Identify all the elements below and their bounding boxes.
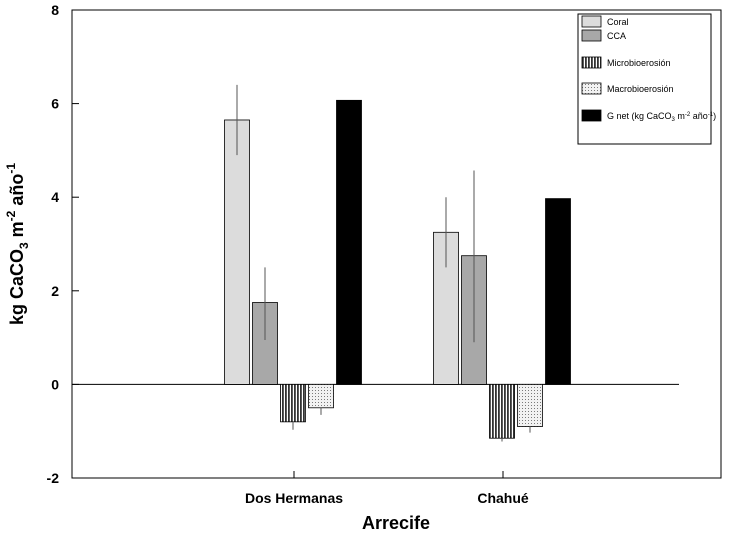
x-tick-label: Chahué xyxy=(477,490,529,506)
y-title-sup: -2 xyxy=(4,210,18,221)
y-tick-label: 8 xyxy=(51,2,59,18)
legend-label-part: ) xyxy=(713,111,716,121)
legend-label-part: G net (kg CaCO xyxy=(607,111,672,121)
y-title-main: kg CaCO xyxy=(7,249,27,325)
legend-label-part: -1 xyxy=(708,112,714,118)
x-axis: Dos Hermanas Chahué xyxy=(245,471,529,506)
legend-label-part: Macrobioerosión xyxy=(607,84,674,94)
legend-swatch xyxy=(581,56,602,69)
error-bars xyxy=(236,84,531,442)
legend-swatch xyxy=(581,29,602,42)
bar xyxy=(280,383,306,423)
y-tick-label: 0 xyxy=(51,376,59,392)
y-axis-title: kg CaCO3 m-2 año-1 xyxy=(4,163,31,325)
y-tick-label: 4 xyxy=(51,189,59,205)
legend-label-part: 3 xyxy=(672,117,676,123)
legend-label-part: -2 xyxy=(685,112,691,118)
plot-frame xyxy=(71,9,722,479)
bar xyxy=(545,198,571,385)
legend: Coral CCA Microbioerosión Macrobioerosión G … xyxy=(577,13,716,145)
y-title-mid: m xyxy=(7,221,27,242)
bar xyxy=(489,383,515,439)
y-tick-label: -2 xyxy=(47,470,60,486)
y-tick-label: 6 xyxy=(51,96,59,112)
legend-label-part: Microbioerosión xyxy=(607,58,671,68)
legend-label-part: Coral xyxy=(607,17,629,27)
legend-label-part: año xyxy=(690,111,708,121)
legend-swatch xyxy=(581,82,602,95)
bar xyxy=(517,383,543,427)
legend-label: Macrobioerosión xyxy=(607,84,674,94)
legend-label-part: CCA xyxy=(607,31,626,41)
legend-label: Microbioerosión xyxy=(607,58,671,68)
legend-swatch xyxy=(581,109,602,122)
bar xyxy=(224,119,250,385)
y-axis: -2 0 2 4 6 8 xyxy=(47,2,79,486)
legend-label: Coral xyxy=(607,17,629,27)
bar xyxy=(308,383,334,409)
legend-label: CCA xyxy=(607,31,626,41)
legend-swatch xyxy=(581,15,602,28)
bars xyxy=(224,99,571,439)
x-axis-title: Arrecife xyxy=(362,513,430,533)
y-tick-label: 2 xyxy=(51,283,59,299)
y-title-mid2: año xyxy=(7,174,27,211)
y-title-sub: 3 xyxy=(17,242,31,249)
x-tick-label: Dos Hermanas xyxy=(245,490,343,506)
y-title-sup2: -1 xyxy=(4,163,18,174)
legend-label: G net (kg CaCO3 m-2 año-1) xyxy=(607,111,716,123)
legend-label-part: m xyxy=(675,111,685,121)
bar xyxy=(336,99,362,385)
